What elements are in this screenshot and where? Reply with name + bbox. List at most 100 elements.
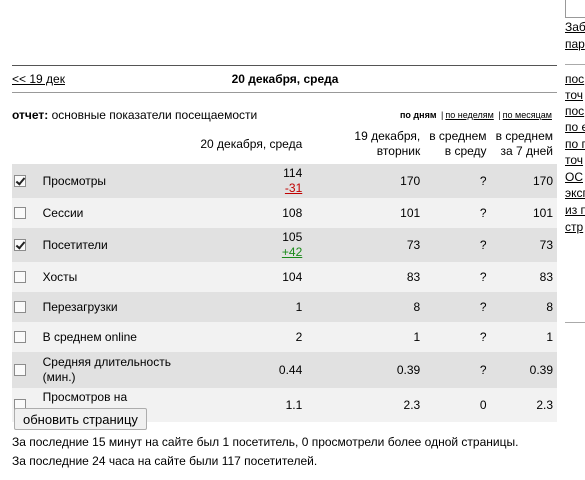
row-checkbox[interactable] [14, 301, 26, 314]
side-link[interactable]: Заб [565, 20, 585, 34]
cell-yesterday: 73 [306, 228, 425, 262]
today-value: 2 [295, 329, 303, 344]
cell-avg-weekday: 0 [424, 388, 491, 422]
today-value: 105 [282, 230, 303, 244]
refresh-button[interactable]: обновить страницу [14, 408, 147, 430]
cell-yesterday: 2.3 [306, 388, 425, 422]
row-label: Посетители [40, 228, 189, 262]
report-name: основные показатели посещаемости [51, 108, 258, 122]
cell-avg-7days: 83 [490, 262, 557, 292]
today-value: 1 [295, 299, 303, 314]
header-yesterday: 19 декабря, вторник [354, 129, 421, 158]
side-link[interactable]: пар [565, 37, 585, 51]
cell-avg-weekday: ? [424, 292, 491, 322]
row-checkbox[interactable] [14, 364, 26, 377]
row-label: Просмотры [40, 164, 189, 198]
table-row: Посетители 105 +42 73? 73 [12, 228, 557, 262]
table-row: Средняя длительность (мин.) 0.44 0.39? 0.39 [12, 352, 557, 388]
delta-link[interactable]: -31 [284, 181, 303, 195]
cell-yesterday: 101 [306, 198, 425, 228]
cell-avg-weekday: ? [424, 164, 491, 198]
row-checkbox[interactable] [14, 239, 26, 252]
table-row: Хосты 104 83? 83 [12, 262, 557, 292]
cell-avg-7days: 2.3 [490, 388, 557, 422]
cell-avg-7days: 73 [490, 228, 557, 262]
stats-table: 20 декабря, среда 19 декабря, вторник в … [12, 124, 557, 422]
period-separator: | [441, 110, 444, 120]
row-label: Хосты [40, 262, 189, 292]
table-row: Просмотры 114 -31 170? 170 [12, 164, 557, 198]
period-weeks-link[interactable]: по неделям [445, 110, 494, 120]
cell-avg-7days: 101 [490, 198, 557, 228]
prev-day-link[interactable]: << 19 дек [12, 72, 65, 86]
side-link[interactable]: стр [565, 220, 584, 234]
row-checkbox-cell [12, 292, 41, 322]
cell-yesterday: 83 [306, 262, 425, 292]
side-link[interactable]: пос [565, 72, 585, 86]
header-avg-weekday: в среднем в среду [429, 129, 487, 158]
today-value: 114 [283, 166, 303, 180]
row-label: Средняя длительность (мин.) [40, 352, 189, 388]
report-caption: отчет: основные показатели посещаемости [12, 108, 257, 122]
row-checkbox[interactable] [14, 175, 26, 188]
side-link[interactable]: ОС [565, 170, 583, 184]
delta-link[interactable]: +42 [281, 245, 303, 259]
table-row: Перезагрузки 1 8? 8 [12, 292, 557, 322]
today-value: 1.1 [285, 397, 303, 412]
side-link[interactable]: по е [565, 120, 585, 134]
period-separator: | [498, 110, 501, 120]
cell-today: 104 [188, 262, 307, 292]
row-checkbox[interactable] [14, 331, 26, 344]
cell-yesterday: 0.39 [306, 352, 425, 388]
side-link[interactable]: пос [565, 104, 585, 118]
cell-today: 108 [188, 198, 307, 228]
side-divider [565, 64, 585, 65]
report-label: отчет: [12, 108, 49, 122]
today-value: 108 [282, 205, 303, 220]
row-checkbox[interactable] [14, 271, 26, 284]
cell-today: 114 -31 [188, 164, 307, 198]
side-link[interactable]: точ [565, 153, 584, 167]
row-label: Перезагрузки [40, 292, 189, 322]
today-value: 104 [282, 269, 303, 284]
side-link[interactable]: по п [565, 137, 585, 151]
cell-yesterday: 8 [306, 292, 425, 322]
cell-avg-weekday: ? [424, 322, 491, 352]
cell-yesterday: 1 [306, 322, 425, 352]
side-link[interactable]: из п [565, 203, 585, 217]
header-checkbox-col [12, 124, 41, 164]
table-header-row: 20 декабря, среда 19 декабря, вторник в … [12, 124, 557, 164]
header-label-col [41, 124, 189, 164]
today-value: 0.44 [278, 362, 303, 377]
period-months-link[interactable]: по месяцам [502, 110, 552, 120]
side-link[interactable]: точ [565, 88, 584, 102]
search-input[interactable] [565, 0, 585, 18]
cell-avg-7days: 0.39 [490, 352, 557, 388]
cell-today: 1 [188, 292, 307, 322]
cell-avg-weekday: ? [424, 198, 491, 228]
cell-avg-7days: 170 [490, 164, 557, 198]
table-row: Сессии 108 101? 101 [12, 198, 557, 228]
row-checkbox-cell [12, 164, 41, 198]
row-checkbox-cell [12, 322, 41, 352]
footer-recent: За последние 15 минут на сайте был 1 пос… [12, 435, 519, 449]
row-label: В среднем online [40, 322, 189, 352]
row-checkbox-cell [12, 352, 41, 388]
cell-avg-weekday: ? [424, 228, 491, 262]
header-today: 20 декабря, среда [200, 136, 303, 151]
side-divider [565, 322, 585, 323]
row-checkbox-cell [12, 262, 41, 292]
side-link[interactable]: эксп [565, 186, 585, 200]
row-checkbox[interactable] [14, 207, 26, 220]
page-title: 20 декабря, среда [231, 72, 339, 86]
cell-today: 1.1 [188, 388, 307, 422]
cell-today: 0.44 [188, 352, 307, 388]
cell-today: 105 +42 [188, 228, 307, 262]
cell-avg-weekday: ? [424, 262, 491, 292]
title-divider [12, 92, 557, 93]
footer-daily: За последние 24 часа на сайте были 117 п… [12, 454, 318, 468]
cell-avg-weekday: ? [424, 352, 491, 388]
cell-yesterday: 170 [306, 164, 425, 198]
cell-today: 2 [188, 322, 307, 352]
